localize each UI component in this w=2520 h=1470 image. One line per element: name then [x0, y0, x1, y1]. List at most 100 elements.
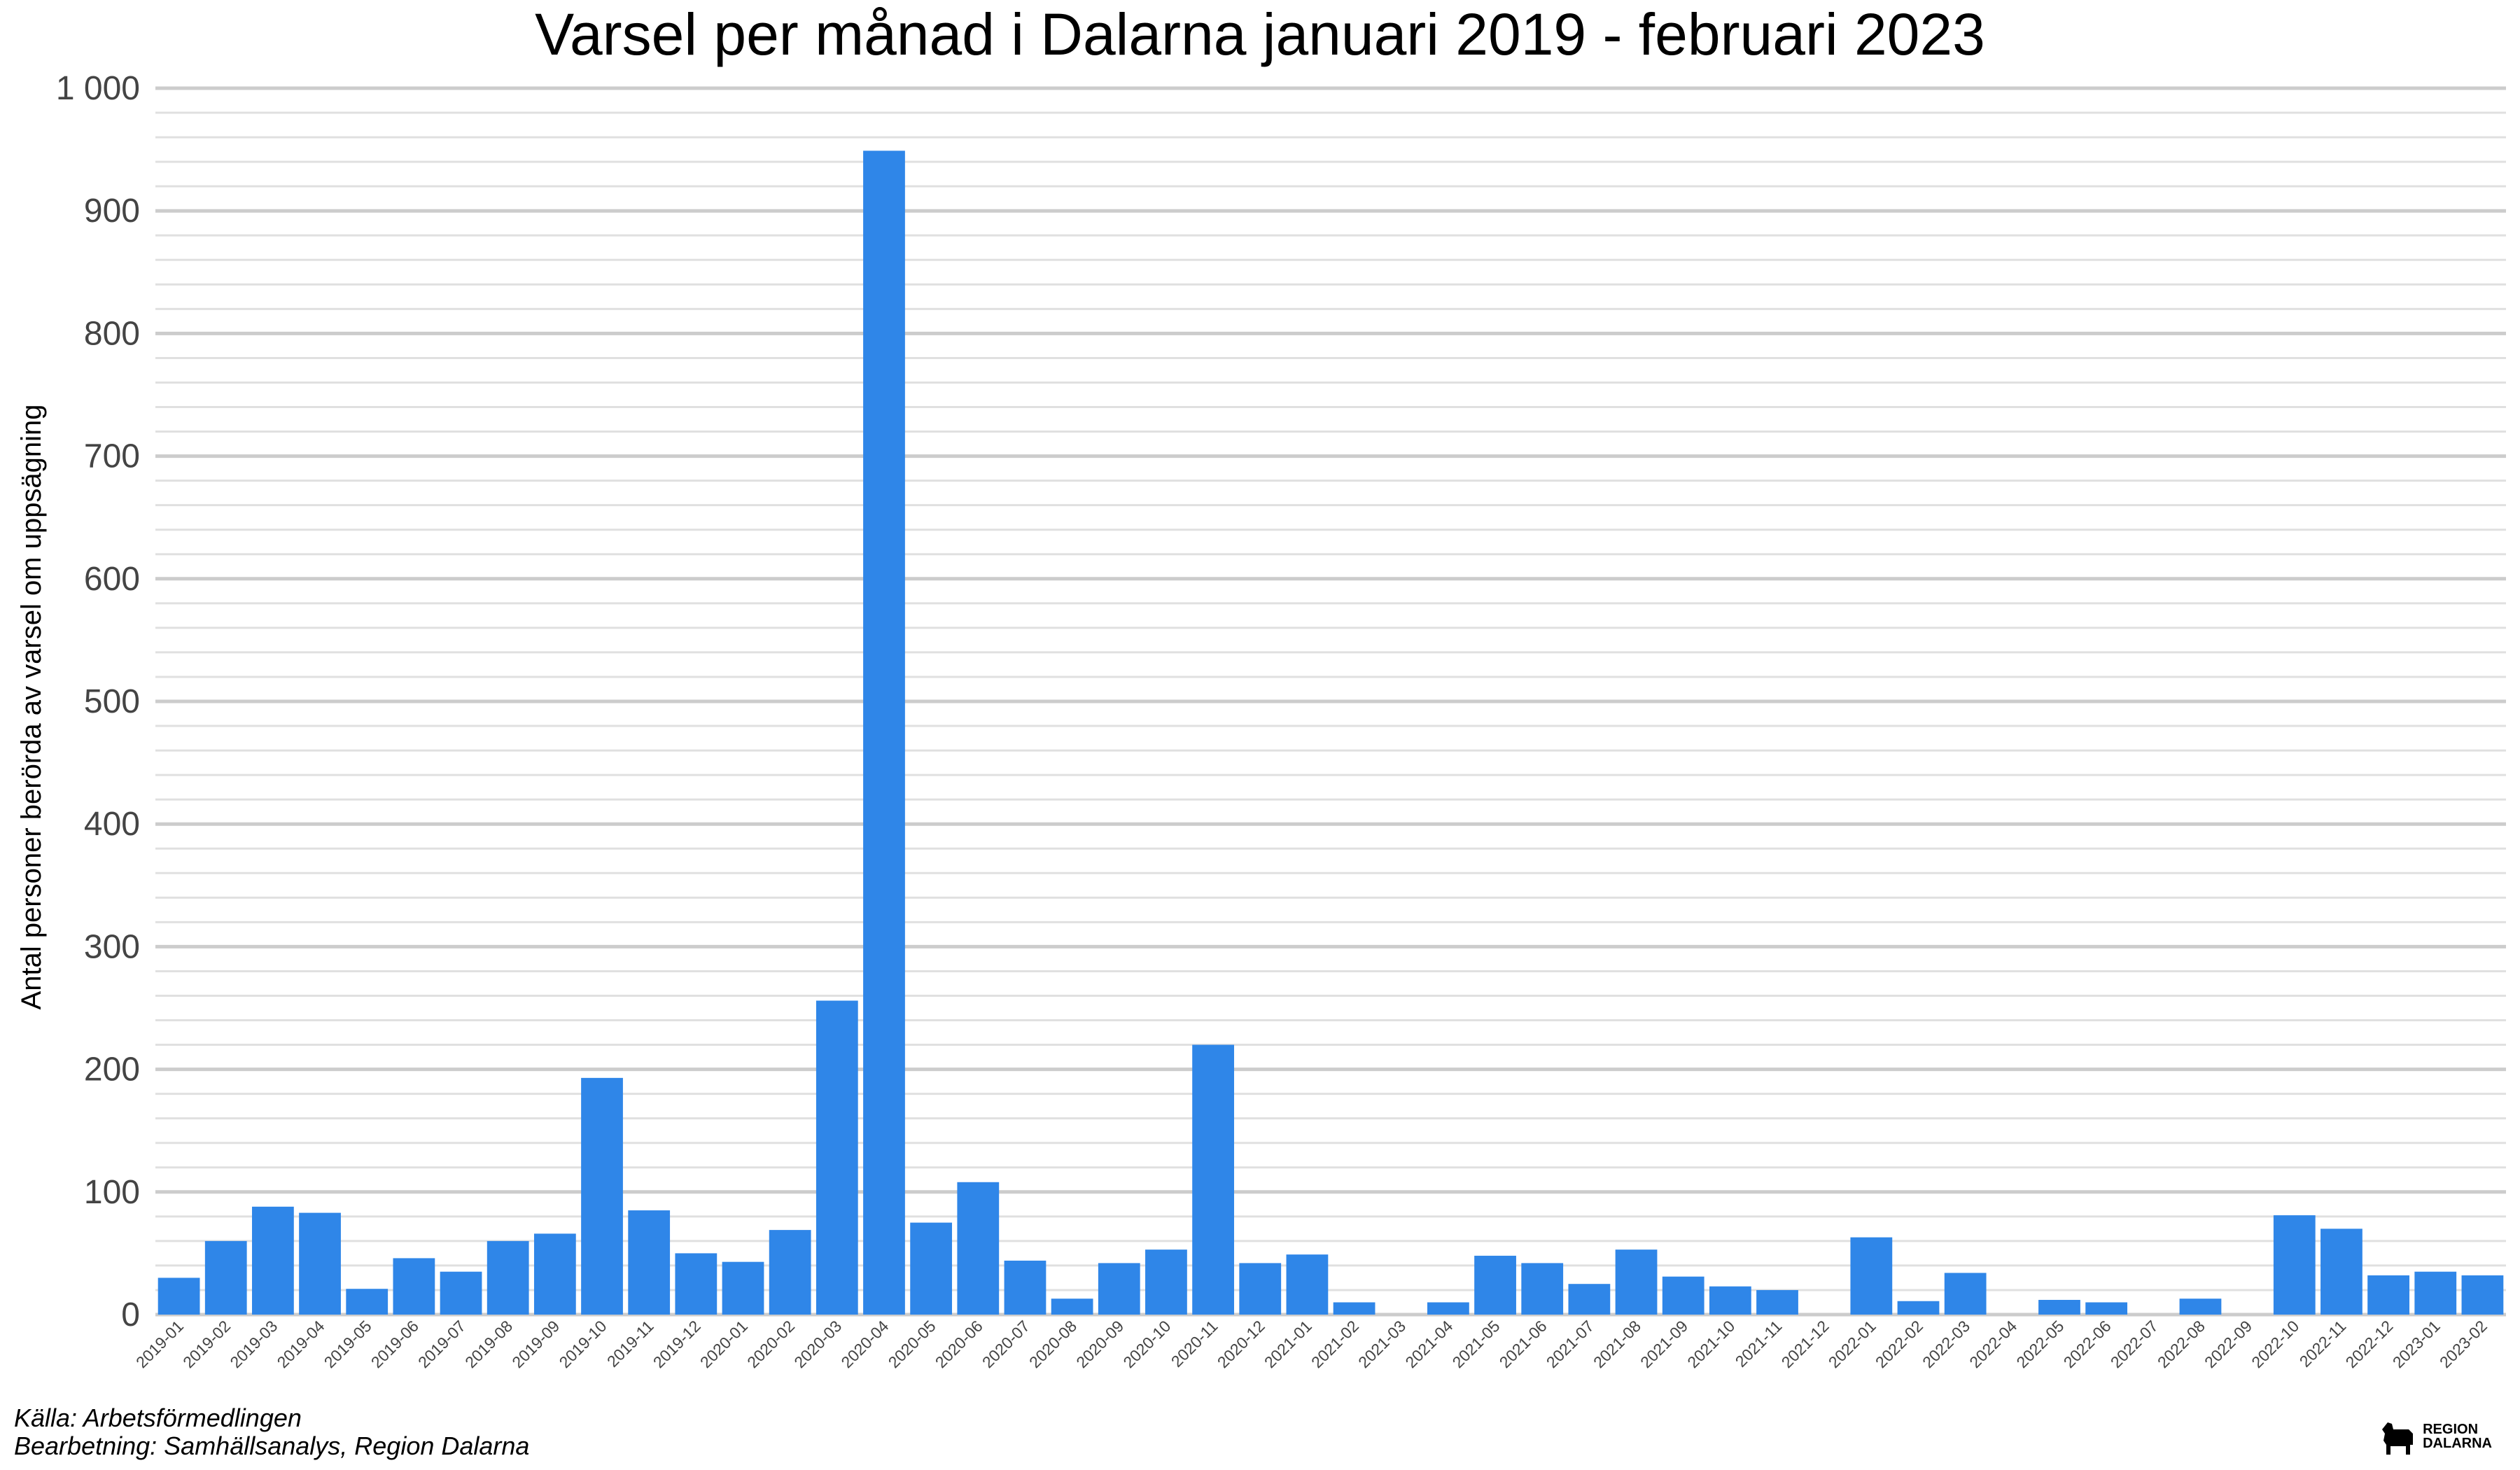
y-tick-label: 0 — [121, 1296, 140, 1334]
bar-2019-12 — [675, 1253, 718, 1315]
bar-2020-03 — [816, 1000, 858, 1315]
x-tick-label: 2020-11 — [1168, 1317, 1222, 1371]
x-tick-label: 2020-12 — [1214, 1317, 1268, 1371]
y-tick-label: 300 — [84, 928, 140, 965]
bar-2021-04 — [1427, 1302, 1469, 1315]
gridlines — [155, 86, 2506, 1317]
y-tick-label: 500 — [84, 683, 140, 720]
bar-2023-01 — [2414, 1271, 2457, 1315]
x-tick-label: 2020-03 — [790, 1317, 845, 1371]
bar-2021-01 — [1286, 1254, 1329, 1315]
bar-2022-02 — [1897, 1301, 1940, 1315]
x-tick-label: 2021-01 — [1261, 1317, 1315, 1371]
bar-2019-06 — [393, 1258, 435, 1315]
x-tick-label: 2021-02 — [1308, 1317, 1362, 1371]
bar-2021-06 — [1521, 1263, 1564, 1315]
bar-2019-05 — [346, 1289, 388, 1315]
bar-2020-02 — [769, 1230, 811, 1315]
bar-2021-11 — [1756, 1289, 1798, 1315]
bar-2021-09 — [1662, 1276, 1704, 1315]
x-tick-label: 2022-11 — [2296, 1317, 2350, 1371]
x-tick-label: 2022-04 — [1966, 1317, 2020, 1371]
x-tick-label: 2021-09 — [1637, 1317, 1691, 1371]
bar-2020-09 — [1098, 1263, 1140, 1315]
x-tick-label: 2023-01 — [2389, 1317, 2444, 1371]
bars — [158, 150, 2504, 1315]
y-tick-label: 1 000 — [56, 70, 140, 107]
bar-2019-08 — [486, 1240, 529, 1315]
bar-2021-08 — [1615, 1250, 1658, 1315]
x-tick-label: 2019-04 — [274, 1317, 328, 1371]
x-tick-label: 2019-02 — [179, 1317, 234, 1371]
x-tick-label: 2021-07 — [1543, 1317, 1597, 1371]
x-tick-label: 2021-12 — [1778, 1317, 1833, 1371]
x-tick-label: 2019-11 — [603, 1317, 657, 1371]
x-tick-label: 2019-01 — [132, 1317, 187, 1371]
x-tick-label: 2020-04 — [837, 1317, 892, 1371]
x-tick-label: 2022-10 — [2248, 1317, 2302, 1371]
x-tick-label: 2022-12 — [2342, 1317, 2397, 1371]
y-tick-label: 700 — [84, 438, 140, 475]
x-tick-label: 2019-07 — [414, 1317, 469, 1371]
x-tick-label: 2020-09 — [1072, 1317, 1127, 1371]
x-tick-label: 2019-10 — [555, 1317, 610, 1371]
processing-caption: Bearbetning: Samhällsanalys, Region Dala… — [14, 1432, 530, 1460]
x-tick-label: 2021-10 — [1684, 1317, 1738, 1371]
x-tick-label: 2019-03 — [226, 1317, 281, 1371]
x-tick-label: 2022-05 — [2012, 1317, 2067, 1371]
bar-2021-02 — [1333, 1302, 1376, 1315]
bar-2020-08 — [1051, 1298, 1093, 1315]
bar-2020-05 — [910, 1222, 953, 1315]
bar-2020-10 — [1145, 1250, 1187, 1315]
y-axis-label: Antal personer berörda av varsel om upps… — [16, 405, 47, 1010]
x-tick-label: 2021-11 — [1732, 1317, 1786, 1371]
bar-2022-03 — [1944, 1273, 1987, 1315]
x-tick-label: 2022-03 — [1919, 1317, 1973, 1371]
chart-title: Varsel per månad i Dalarna januari 2019 … — [535, 1, 1985, 67]
x-tick-label: 2020-06 — [932, 1317, 986, 1371]
bar-2019-04 — [299, 1212, 341, 1315]
x-tick-label: 2020-08 — [1026, 1317, 1080, 1371]
bar-2020-01 — [722, 1261, 764, 1315]
y-tick-label: 200 — [84, 1051, 140, 1088]
x-tick-label: 2020-01 — [696, 1317, 751, 1371]
x-tick-label: 2020-05 — [885, 1317, 939, 1371]
x-tick-label: 2019-09 — [508, 1317, 563, 1371]
y-tick-label: 800 — [84, 315, 140, 352]
y-tick-label: 100 — [84, 1174, 140, 1211]
bar-2019-10 — [581, 1077, 623, 1315]
x-tick-label: 2020-07 — [979, 1317, 1033, 1371]
x-tick-label: 2022-01 — [1825, 1317, 1879, 1371]
x-tick-label: 2019-06 — [368, 1317, 422, 1371]
y-tick-label: 600 — [84, 561, 140, 598]
y-tick-label: 900 — [84, 192, 140, 230]
x-tick-label: 2019-05 — [321, 1317, 375, 1371]
x-tick-label: 2022-02 — [1872, 1317, 1926, 1371]
x-tick-label: 2022-09 — [2201, 1317, 2255, 1371]
bar-2020-07 — [1004, 1260, 1046, 1315]
x-tick-label: 2020-02 — [743, 1317, 798, 1371]
bar-2021-05 — [1474, 1255, 1516, 1315]
x-tick-label: 2022-07 — [2107, 1317, 2162, 1371]
x-tick-label: 2022-06 — [2060, 1317, 2115, 1371]
region-dalarna-logo: REGION DALARNA — [2378, 1417, 2492, 1456]
x-tick-label: 2021-03 — [1354, 1317, 1409, 1371]
x-tick-label: 2019-08 — [461, 1317, 516, 1371]
bar-2019-11 — [628, 1210, 671, 1315]
bar-2019-03 — [252, 1206, 294, 1315]
logo-text-line2: DALARNA — [2423, 1436, 2492, 1451]
x-tick-label: 2021-05 — [1449, 1317, 1504, 1371]
bar-2019-01 — [158, 1278, 200, 1315]
x-axis-ticks: 2019-012019-022019-032019-042019-052019-… — [132, 1317, 2491, 1371]
bar-2021-10 — [1709, 1286, 1751, 1315]
bar-2022-08 — [2179, 1298, 2222, 1315]
x-tick-label: 2022-08 — [2154, 1317, 2208, 1371]
bar-2020-11 — [1192, 1044, 1234, 1315]
x-tick-label: 2021-08 — [1590, 1317, 1644, 1371]
bar-2020-04 — [863, 150, 905, 1315]
bar-2023-02 — [2461, 1275, 2504, 1315]
bar-2022-10 — [2273, 1215, 2316, 1315]
bar-2022-05 — [2038, 1299, 2080, 1315]
x-tick-label: 2021-06 — [1496, 1317, 1550, 1371]
